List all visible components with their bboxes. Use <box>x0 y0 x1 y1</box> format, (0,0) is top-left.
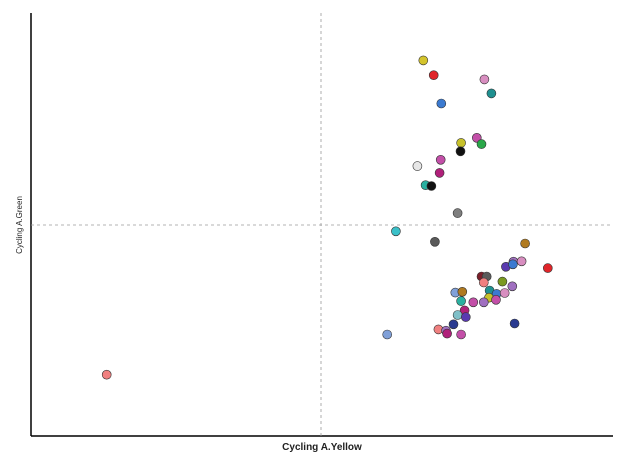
data-point <box>452 310 463 320</box>
data-point <box>507 281 518 292</box>
data-point <box>455 146 466 157</box>
data-point <box>509 318 520 329</box>
data-point <box>426 181 437 191</box>
data-point <box>491 294 501 305</box>
data-point <box>508 259 518 270</box>
data-point <box>479 74 490 85</box>
data-point <box>456 138 466 148</box>
x-axis-label: Cycling A.Yellow <box>282 442 362 453</box>
data-point <box>435 155 446 165</box>
data-point <box>101 369 112 380</box>
data-point <box>486 88 497 99</box>
data-points <box>101 55 553 380</box>
data-point <box>457 286 468 297</box>
data-point <box>418 55 429 66</box>
data-point <box>412 161 423 171</box>
data-point <box>478 297 489 308</box>
data-point <box>542 263 553 273</box>
data-point <box>499 288 510 298</box>
data-point <box>456 296 466 306</box>
data-point <box>460 312 471 322</box>
data-point <box>478 277 489 288</box>
data-point <box>436 98 447 109</box>
y-axis-label: Cycling A.Green <box>15 196 24 254</box>
data-point <box>434 168 445 178</box>
data-point <box>456 329 466 340</box>
data-point <box>391 226 401 237</box>
data-point <box>448 319 459 330</box>
data-point <box>468 297 479 308</box>
data-point <box>476 139 487 149</box>
data-point <box>382 329 393 340</box>
data-point <box>442 328 452 339</box>
data-point <box>430 237 440 247</box>
data-point <box>452 208 463 218</box>
data-point <box>520 238 530 249</box>
data-point <box>428 70 439 80</box>
data-point <box>516 256 527 267</box>
data-point <box>497 276 508 287</box>
